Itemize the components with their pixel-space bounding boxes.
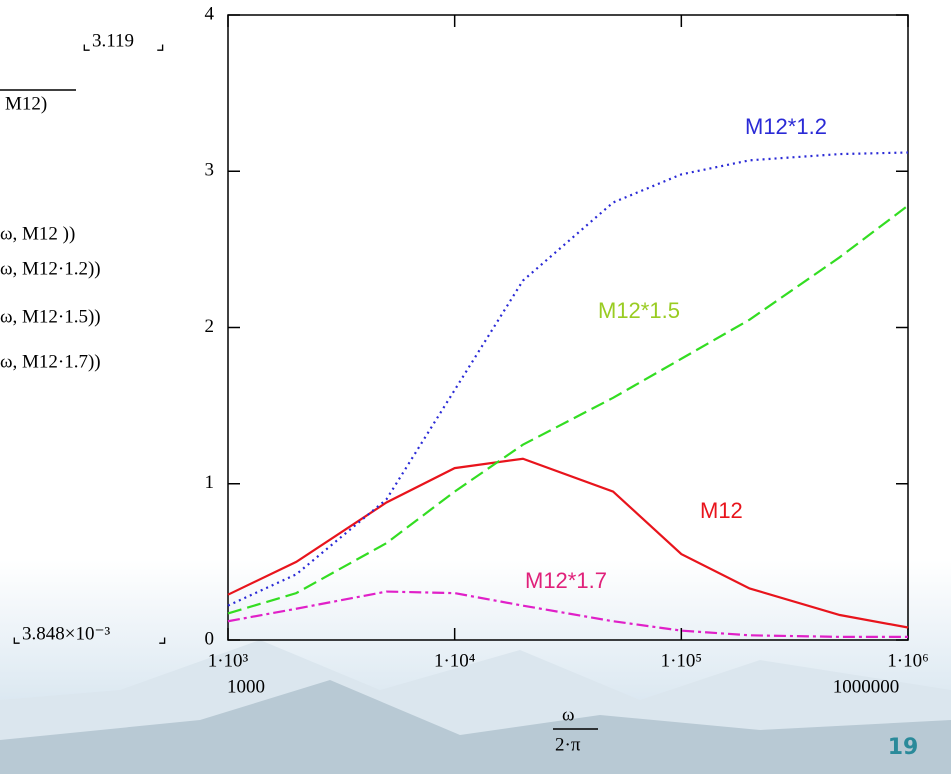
formula-text: M12) xyxy=(5,93,47,114)
mountains xyxy=(0,680,951,774)
y-tick-label: 0 xyxy=(205,628,215,649)
corner: ⌟ xyxy=(158,626,167,647)
y-tick-label: 2 xyxy=(205,316,215,337)
series-line xyxy=(227,204,909,615)
series-line xyxy=(227,590,908,638)
y-tick-label: 1 xyxy=(205,472,215,493)
x-tick-label: 1·10⁵ xyxy=(661,650,702,671)
y-tick-label: 3 xyxy=(205,160,215,181)
corner: ⌞ xyxy=(82,33,91,54)
series-label: M12*1.5 xyxy=(598,298,680,323)
x-limit-label: 1000 xyxy=(227,676,265,697)
min-marker: 3.848×10⁻³ xyxy=(22,623,110,644)
series-line xyxy=(227,457,909,629)
formula-text: ω, M12·1.5)) xyxy=(0,306,101,327)
formula-text: ω, M12·1.7)) xyxy=(0,351,101,372)
x-tick-label: 1·10³ xyxy=(208,650,249,671)
x-label: ω xyxy=(562,704,575,725)
x-tick-label: 1·10⁶ xyxy=(887,650,928,671)
series-label: M12*1.7 xyxy=(525,568,607,593)
series-line xyxy=(227,151,909,607)
formula-text: ω, M12 )) xyxy=(0,223,75,244)
corner: ⌟ xyxy=(156,33,165,54)
x-tick-label: 1·10⁴ xyxy=(434,650,476,671)
max-marker: 3.119 xyxy=(92,30,134,51)
plot-frame xyxy=(227,14,909,641)
series-label: M12 xyxy=(700,498,743,523)
y-tick-label: 4 xyxy=(205,3,215,24)
x-limit-label: 1000000 xyxy=(833,676,900,697)
x-label: 2·π xyxy=(555,734,581,755)
series-label: M12*1.2 xyxy=(745,114,827,139)
corner: ⌞ xyxy=(12,626,21,647)
formula-text: ω, M12·1.2)) xyxy=(0,258,101,279)
page-number: 19 xyxy=(888,735,919,760)
